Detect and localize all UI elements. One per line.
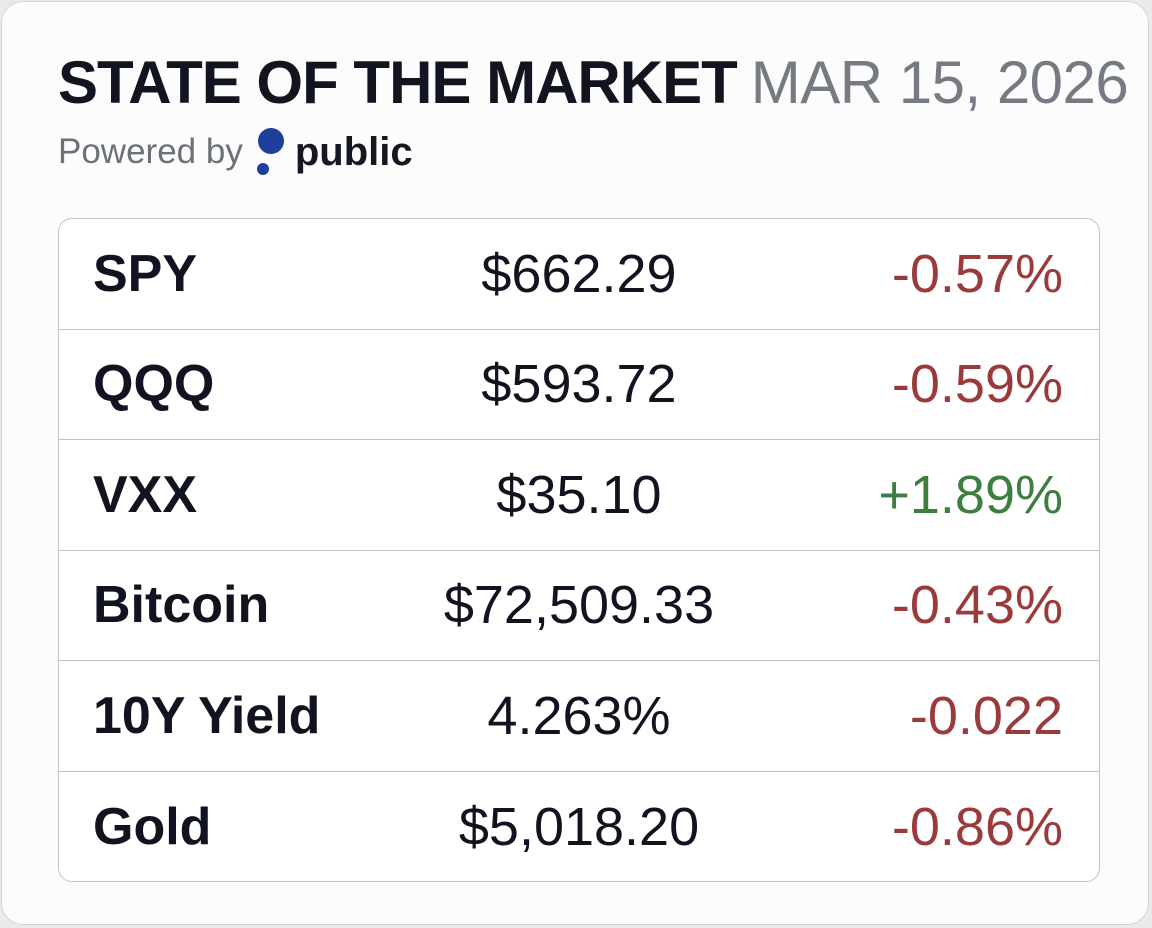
ticker-price: 4.263% xyxy=(487,685,671,746)
ticker-change: -0.59% xyxy=(891,354,1063,415)
table-row: 10Y Yield 4.263% -0.022 xyxy=(59,661,1099,772)
powered-by-label: Powered by xyxy=(58,132,243,171)
ticker-price: $662.29 xyxy=(481,243,677,304)
table-row: SPY $662.29 -0.57% xyxy=(59,219,1099,330)
table-row: Bitcoin $72,509.33 -0.43% xyxy=(59,551,1099,661)
ticker-name: QQQ xyxy=(93,355,215,414)
ticker-price: $5,018.20 xyxy=(458,796,700,857)
ticker-name: Gold xyxy=(93,797,212,856)
ticker-change: -0.86% xyxy=(891,796,1063,857)
ticker-name: SPY xyxy=(93,244,198,303)
table-row: VXX $35.10 +1.89% xyxy=(59,440,1099,551)
market-table: SPY $662.29 -0.57% QQQ $593.72 -0.59% VX… xyxy=(58,218,1100,882)
brand-name: public xyxy=(294,129,413,174)
ticker-price: $35.10 xyxy=(496,464,662,525)
ticker-change: -0.43% xyxy=(891,575,1063,636)
page-title: STATE OF THE MARKET xyxy=(58,49,738,116)
ticker-change: -0.022 xyxy=(909,685,1063,746)
header: STATE OF THE MARKET MAR 15, 2026 xyxy=(58,48,1129,128)
ticker-price: $72,509.33 xyxy=(443,575,715,636)
report-date: MAR 15, 2026 xyxy=(750,49,1129,116)
table-row: Gold $5,018.20 -0.86% xyxy=(59,772,1099,882)
table-row: QQQ $593.72 -0.59% xyxy=(59,330,1099,440)
public-logo-icon xyxy=(255,126,287,178)
powered-by: Powered by public xyxy=(58,124,413,180)
ticker-name: Bitcoin xyxy=(93,576,270,635)
ticker-name: VXX xyxy=(93,465,198,524)
ticker-change: -0.57% xyxy=(891,243,1063,304)
ticker-price: $593.72 xyxy=(481,354,677,415)
ticker-change: +1.89% xyxy=(878,464,1063,525)
ticker-name: 10Y Yield xyxy=(93,686,321,745)
